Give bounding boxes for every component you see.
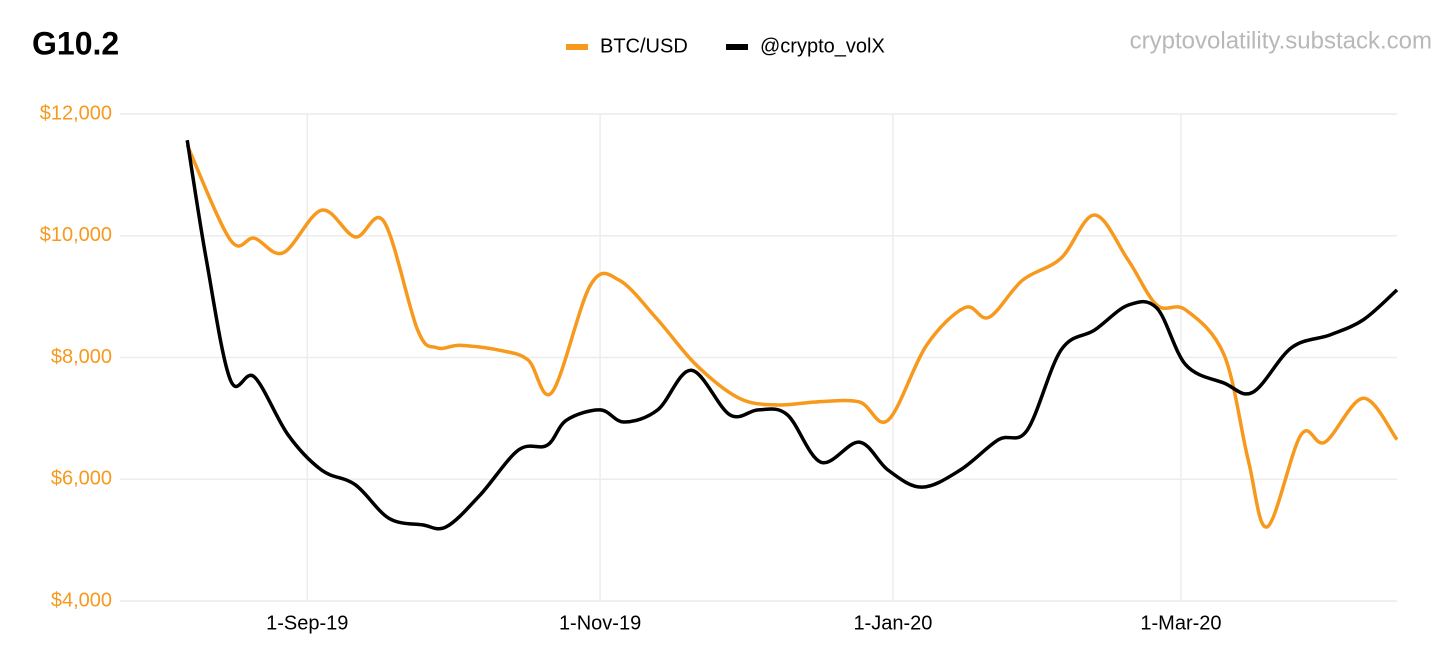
legend-label: @crypto_volX [760,35,885,57]
y-tick-label: $6,000 [51,468,112,490]
x-tick-label: 1-Mar-20 [1140,612,1221,634]
legend-label: BTC/USD [600,35,688,57]
x-tick-label: 1-Jan-20 [853,612,932,634]
y-tick-label: $10,000 [40,224,112,246]
line [185,139,1399,531]
source: cryptovolatility.substack.com [1130,27,1432,54]
x-tick-label: 1-Sep-19 [266,612,348,634]
y-tick-label: $8,000 [51,346,112,368]
chart-title: G10.2 [32,25,119,61]
y-tick-label: $4,000 [51,589,112,611]
line [185,144,1399,529]
x-tick-label: 1-Nov-19 [559,612,641,634]
y-tick-label: $12,000 [40,102,112,124]
